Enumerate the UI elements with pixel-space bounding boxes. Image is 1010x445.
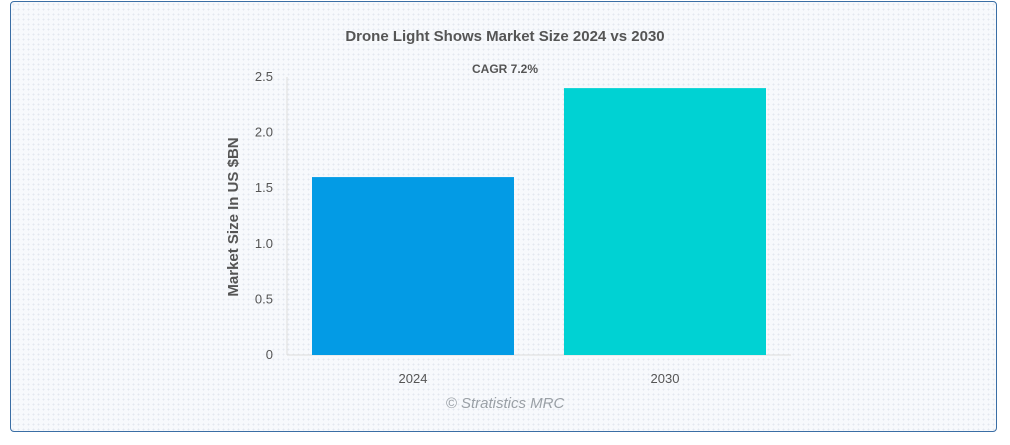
x-tick-label: 2024 xyxy=(399,371,428,386)
x-tick-label: 2030 xyxy=(651,371,680,386)
y-tick-label: 1.0 xyxy=(255,236,273,251)
y-tick-label: 0.5 xyxy=(255,291,273,306)
chart-subtitle: CAGR 7.2% xyxy=(471,62,539,76)
bar-2024 xyxy=(312,177,514,355)
bar-2030 xyxy=(564,88,766,356)
y-tick-labels: 0 0.5 1.0 1.5 2.0 2.5 xyxy=(255,69,273,362)
x-tick-labels: 2024 2030 xyxy=(399,371,680,386)
y-tick-label: 1.5 xyxy=(255,180,273,195)
y-axis-label: Market Size In US $BN xyxy=(225,137,242,296)
y-tick-label: 0 xyxy=(266,347,273,362)
watermark: © Stratistics MRC xyxy=(445,395,565,412)
bars xyxy=(312,88,766,356)
y-tick-label: 2.0 xyxy=(255,125,273,140)
y-tick-label: 2.5 xyxy=(255,69,273,84)
chart-title: Drone Light Shows Market Size 2024 vs 20… xyxy=(345,28,665,45)
